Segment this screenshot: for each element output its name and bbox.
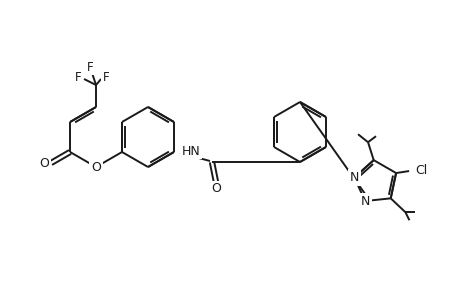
Text: F: F xyxy=(102,70,109,83)
Text: F: F xyxy=(74,70,81,83)
Text: F: F xyxy=(87,61,93,74)
Text: N: N xyxy=(349,171,358,184)
Text: O: O xyxy=(211,182,220,196)
Text: Cl: Cl xyxy=(414,164,426,177)
Text: O: O xyxy=(39,157,49,169)
Text: N: N xyxy=(359,195,369,208)
Text: O: O xyxy=(91,160,101,173)
Text: HN: HN xyxy=(181,145,200,158)
